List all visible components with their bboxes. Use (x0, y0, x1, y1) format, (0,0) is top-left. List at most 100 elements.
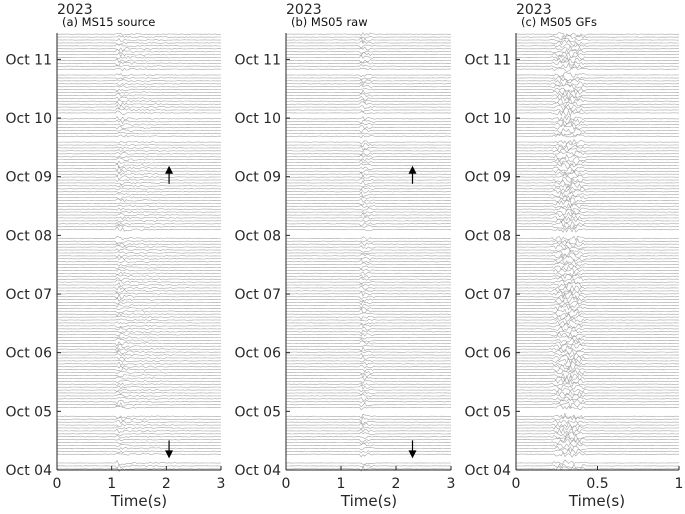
trace-line (286, 225, 452, 228)
trace-line (516, 57, 679, 64)
trace-line (56, 160, 222, 165)
trace-line (516, 302, 679, 309)
trace-line (56, 123, 222, 127)
trace-line (516, 33, 680, 40)
trace-line (57, 204, 221, 208)
trace-line (515, 261, 680, 267)
trace-line (515, 176, 680, 183)
trace-line (285, 431, 452, 435)
trace-line (515, 241, 680, 248)
trace-line (56, 244, 222, 249)
trace-line (57, 79, 222, 82)
trace-line (285, 169, 452, 174)
trace-line (286, 274, 452, 279)
trace-line (515, 51, 680, 58)
trace-line (285, 32, 452, 36)
trace-line (56, 341, 222, 347)
trace-line (515, 288, 680, 295)
trace-line (56, 324, 222, 328)
trace-line (285, 350, 452, 353)
trace-line (516, 217, 680, 225)
trace-line (516, 442, 680, 449)
trace-line (57, 175, 221, 181)
trace-line (515, 316, 680, 323)
trace-line (515, 197, 680, 204)
trace-line (516, 401, 680, 409)
trace-line (57, 279, 221, 284)
trace-line (56, 394, 222, 398)
trace-line (516, 270, 680, 277)
trace-line (56, 73, 221, 77)
trace-line (285, 329, 451, 335)
trace-line (515, 272, 680, 280)
trace-line (285, 36, 452, 39)
trace-line (56, 434, 222, 439)
trace-line (56, 307, 222, 311)
trace-line (285, 340, 452, 345)
trace-line (56, 373, 222, 378)
trace-line (285, 132, 452, 135)
trace-line (285, 303, 452, 309)
trace-line (515, 412, 680, 420)
trace-line (515, 150, 680, 157)
trace-line (57, 110, 222, 115)
trace-line (285, 92, 452, 98)
trace-line (515, 396, 680, 402)
trace-line (285, 175, 452, 179)
trace-line (285, 184, 451, 188)
arrow-marker (165, 440, 174, 459)
trace-line (515, 415, 680, 421)
trace-line (56, 187, 221, 190)
trace-line (56, 183, 221, 188)
trace-line (285, 327, 452, 331)
trace-line (285, 52, 452, 57)
trace-line (515, 290, 680, 298)
trace-line (57, 202, 222, 205)
y-tick-label: Oct 08 (6, 228, 52, 244)
trace-line (515, 244, 679, 250)
panel-c-year-label: 2023 (516, 2, 552, 18)
trace-line (56, 99, 221, 103)
trace-line (57, 256, 221, 261)
trace-line (516, 191, 680, 198)
panel-b-traces (285, 32, 452, 472)
trace-line (515, 103, 680, 111)
trace-line (516, 72, 680, 79)
trace-line (57, 404, 222, 409)
trace-line (286, 40, 452, 44)
x-tick-label: 1 (107, 476, 116, 492)
trace-line (56, 426, 221, 430)
trace-line (285, 268, 452, 272)
trace-line (515, 74, 680, 82)
trace-line (57, 447, 221, 451)
trace-line (515, 66, 679, 72)
trace-line (285, 50, 452, 55)
trace-line (285, 441, 452, 446)
trace-line (516, 214, 679, 222)
trace-line (56, 361, 222, 367)
trace-line (56, 216, 222, 220)
trace-line (515, 463, 680, 470)
trace-line (515, 336, 680, 344)
trace-line (57, 155, 222, 158)
y-tick-label: Oct 07 (235, 287, 281, 303)
trace-line (515, 436, 680, 443)
trace-line (56, 90, 222, 94)
trace-line (56, 420, 222, 424)
trace-line (56, 321, 222, 325)
trace-line (57, 368, 222, 372)
trace-line (285, 98, 451, 104)
trace-line (515, 211, 680, 219)
trace-line (515, 188, 680, 195)
x-tick-label: 1 (337, 476, 346, 492)
x-tick-label: 0 (282, 476, 291, 492)
trace-line (286, 84, 452, 88)
trace-line (515, 405, 680, 410)
trace-line (515, 381, 680, 387)
trace-line (56, 144, 221, 146)
trace-line (285, 371, 452, 375)
trace-line (285, 426, 452, 430)
trace-line (285, 389, 452, 393)
trace-line (516, 54, 680, 62)
trace-line (57, 222, 222, 226)
